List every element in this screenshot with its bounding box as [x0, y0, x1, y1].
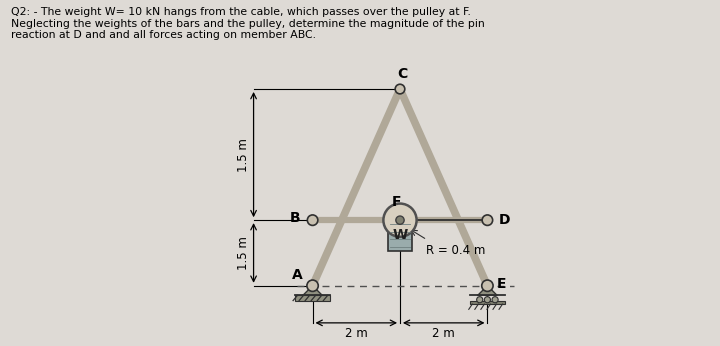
- Text: F: F: [392, 195, 401, 209]
- Circle shape: [383, 203, 417, 237]
- Bar: [470, 301, 505, 304]
- Text: Q2: - The weight W= 10 kN hangs from the cable, which passes over the pulley at : Q2: - The weight W= 10 kN hangs from the…: [11, 7, 485, 40]
- Polygon shape: [303, 286, 322, 295]
- Text: R = 0.4 m: R = 0.4 m: [426, 244, 485, 257]
- Text: D: D: [498, 213, 510, 227]
- Text: 2 m: 2 m: [432, 327, 455, 340]
- Text: C: C: [397, 67, 408, 81]
- Text: W: W: [392, 228, 408, 243]
- Text: 1.5 m: 1.5 m: [237, 138, 250, 172]
- Circle shape: [395, 84, 405, 94]
- Circle shape: [307, 280, 318, 291]
- Text: 1.5 m: 1.5 m: [237, 236, 250, 270]
- Bar: [295, 295, 330, 301]
- Bar: [388, 220, 412, 251]
- Text: B: B: [289, 211, 300, 225]
- Circle shape: [492, 297, 498, 303]
- Circle shape: [482, 215, 492, 225]
- Text: E: E: [497, 276, 506, 291]
- Circle shape: [482, 280, 493, 291]
- Text: A: A: [292, 268, 303, 282]
- Text: 2 m: 2 m: [345, 327, 368, 340]
- Circle shape: [485, 297, 490, 303]
- Polygon shape: [478, 286, 497, 295]
- Circle shape: [396, 216, 404, 224]
- Circle shape: [477, 297, 483, 303]
- Circle shape: [307, 215, 318, 225]
